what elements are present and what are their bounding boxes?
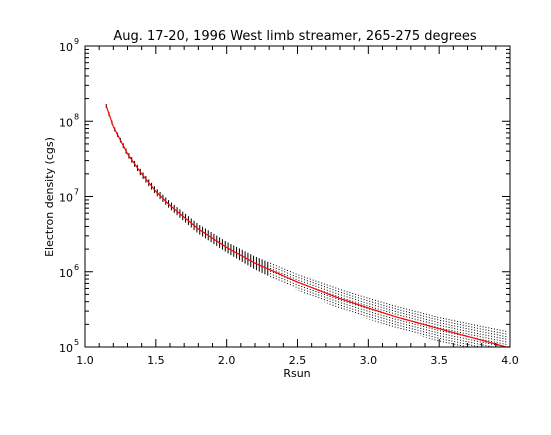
fit-line: [105, 105, 510, 348]
chart-title: Aug. 17-20, 1996 West limb streamer, 265…: [113, 29, 476, 44]
x-tick-label: 4.0: [501, 354, 519, 367]
y-axis-label: Electron density (cgs): [43, 137, 56, 257]
y-tick-label: 10: [59, 192, 73, 205]
x-tick-label: 2.5: [289, 354, 307, 367]
plot-frame: [84, 45, 511, 348]
y-tick-label: 10: [59, 267, 73, 280]
y-tick-exponent: 5: [74, 338, 79, 347]
y-tick-exponent: 7: [74, 188, 79, 197]
x-tick-label: 1.0: [76, 354, 94, 367]
y-tick-exponent: 8: [74, 112, 79, 121]
y-tick-label: 10: [59, 342, 73, 355]
chart-marks: [105, 103, 510, 348]
y-tick-label: 10: [59, 116, 73, 129]
x-tick-label: 3.5: [430, 354, 448, 367]
x-tick-label: 1.5: [147, 354, 165, 367]
x-axis-label: Rsun: [283, 367, 310, 380]
y-tick-exponent: 9: [74, 37, 79, 46]
y-tick-label: 10: [59, 41, 73, 54]
y-tick-exponent: 6: [74, 263, 79, 272]
x-tick-label: 3.0: [360, 354, 378, 367]
x-tick-label: 2.0: [218, 354, 236, 367]
